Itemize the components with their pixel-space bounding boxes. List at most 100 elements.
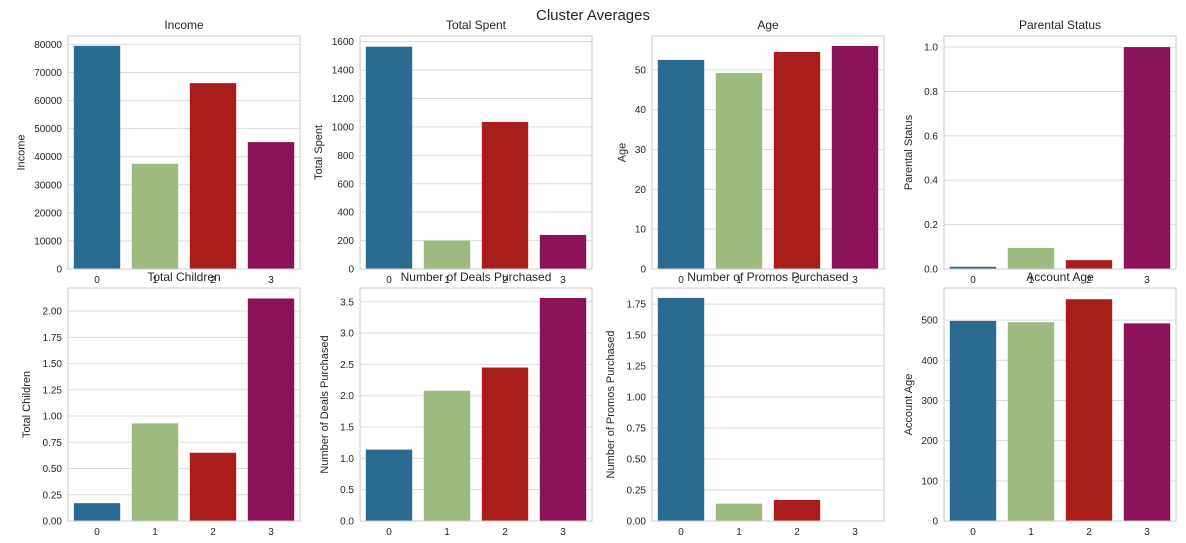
y-tick-label: 0.50 bbox=[627, 455, 647, 466]
bar-cluster-0 bbox=[73, 45, 121, 269]
x-tick-label: 1 bbox=[152, 527, 158, 538]
y-tick-label: 1.50 bbox=[627, 331, 647, 342]
bar-cluster-1 bbox=[131, 423, 179, 521]
x-tick-label: 0 bbox=[94, 527, 100, 538]
bar-cluster-3 bbox=[539, 298, 587, 521]
x-tick-label: 1 bbox=[1028, 275, 1034, 286]
y-tick-label: 1.0 bbox=[924, 43, 938, 54]
x-tick-label: 3 bbox=[1144, 275, 1150, 286]
x-tick-label: 3 bbox=[268, 527, 274, 538]
y-tick-label: 0.50 bbox=[43, 464, 63, 475]
x-tick-label: 3 bbox=[268, 275, 274, 286]
x-tick-label: 2 bbox=[210, 275, 216, 286]
y-tick-label: 0.2 bbox=[924, 220, 938, 231]
bar-cluster-2 bbox=[481, 121, 529, 269]
y-axis-label: Account Age bbox=[903, 374, 915, 436]
y-tick-label: 500 bbox=[921, 316, 938, 327]
y-tick-label: 0.6 bbox=[924, 131, 938, 142]
x-tick-label: 2 bbox=[502, 275, 508, 286]
y-tick-label: 1.75 bbox=[627, 300, 647, 311]
y-tick-label: 1.25 bbox=[43, 385, 63, 396]
x-tick-label: 0 bbox=[386, 275, 392, 286]
y-tick-label: 40 bbox=[635, 105, 647, 116]
bar-cluster-2 bbox=[773, 499, 821, 521]
y-axis-label: Number of Promos Purchased bbox=[605, 331, 617, 479]
bar-cluster-0 bbox=[365, 46, 413, 269]
x-tick-label: 0 bbox=[678, 275, 684, 286]
y-tick-label: 1.75 bbox=[43, 333, 63, 344]
bar-cluster-1 bbox=[423, 240, 471, 269]
y-tick-label: 300 bbox=[921, 396, 938, 407]
subplot-2: 0 10 20 30 40 50 0 1 2 3 Age Age bbox=[617, 18, 885, 286]
y-tick-label: 20000 bbox=[34, 208, 62, 219]
y-tick-label: 1000 bbox=[332, 122, 355, 133]
x-tick-label: 3 bbox=[560, 275, 566, 286]
bar-cluster-1 bbox=[715, 73, 763, 270]
subplot-grid: 0100002000030000400005000060000700008000… bbox=[16, 18, 1177, 538]
x-tick-label: 1 bbox=[736, 275, 742, 286]
y-tick-label: 30 bbox=[635, 145, 647, 156]
bar-cluster-0 bbox=[73, 503, 121, 521]
axes-frame bbox=[651, 35, 885, 270]
bar-cluster-0 bbox=[365, 449, 413, 521]
bar-cluster-3 bbox=[247, 142, 295, 269]
subplot-title: Parental Status bbox=[1019, 18, 1101, 32]
x-tick-label: 3 bbox=[852, 275, 858, 286]
bar-cluster-1 bbox=[1007, 247, 1055, 269]
y-tick-label: 400 bbox=[921, 356, 938, 367]
subplot-6: 0.00 0.25 0.50 0.75 1.00 1.25 1.50 1.75 0 1 2 3 Numb… bbox=[605, 270, 885, 538]
subplot-title: Income bbox=[164, 18, 204, 32]
subplot-title: Total Children bbox=[147, 270, 220, 284]
bar-cluster-3 bbox=[247, 298, 295, 521]
axes-frame bbox=[943, 287, 1177, 522]
x-tick-label: 1 bbox=[444, 275, 450, 286]
y-tick-label: 10000 bbox=[34, 236, 62, 247]
y-tick-label: 1.0 bbox=[340, 454, 354, 465]
axes-frame bbox=[359, 35, 593, 270]
y-tick-label: 600 bbox=[337, 179, 354, 190]
axes-frame bbox=[651, 287, 885, 522]
y-tick-label: 20 bbox=[635, 185, 647, 196]
bar-cluster-3 bbox=[1123, 47, 1171, 269]
y-tick-label: 2.00 bbox=[43, 307, 63, 318]
y-tick-label: 0.75 bbox=[43, 438, 63, 449]
x-tick-label: 0 bbox=[970, 527, 976, 538]
y-tick-label: 0.00 bbox=[43, 517, 63, 528]
y-tick-label: 3.0 bbox=[340, 329, 354, 340]
y-tick-label: 0.75 bbox=[627, 424, 647, 435]
x-tick-label: 2 bbox=[502, 527, 508, 538]
subplot-5: 0.0 0.5 1.0 1.5 2.0 2.5 3.0 3.5 0 1 2 3 Number of De… bbox=[319, 270, 593, 538]
bar-cluster-2 bbox=[773, 51, 821, 269]
subplot-title: Account Age bbox=[1026, 270, 1094, 284]
y-axis-label: Parental Status bbox=[903, 114, 915, 190]
bar-cluster-1 bbox=[715, 503, 763, 521]
y-tick-label: 1.00 bbox=[43, 412, 63, 423]
x-tick-label: 1 bbox=[1028, 527, 1034, 538]
y-tick-label: 2.0 bbox=[340, 391, 354, 402]
x-tick-label: 0 bbox=[678, 527, 684, 538]
y-axis-label: Income bbox=[16, 134, 28, 170]
y-tick-label: 50000 bbox=[34, 124, 62, 135]
y-tick-label: 1600 bbox=[332, 37, 355, 48]
y-tick-label: 60000 bbox=[34, 96, 62, 107]
y-tick-label: 200 bbox=[337, 236, 354, 247]
y-tick-label: 0.4 bbox=[924, 176, 938, 187]
bar-cluster-1 bbox=[131, 163, 179, 269]
subplot-title: Age bbox=[757, 18, 779, 32]
y-tick-label: 0 bbox=[348, 265, 354, 276]
y-tick-label: 200 bbox=[921, 436, 938, 447]
bar-cluster-1 bbox=[1007, 322, 1055, 521]
bar-cluster-3 bbox=[539, 234, 587, 269]
bar-cluster-3 bbox=[1123, 323, 1171, 521]
bar-cluster-2 bbox=[189, 452, 237, 521]
bar-cluster-2 bbox=[1065, 260, 1113, 269]
subplot-0: 0 10000 20000 30000 40000 50000 60000 70000 8000… bbox=[16, 18, 301, 286]
y-axis-label: Age bbox=[617, 143, 629, 163]
bar-cluster-0 bbox=[657, 297, 705, 521]
x-tick-label: 0 bbox=[386, 527, 392, 538]
y-tick-label: 30000 bbox=[34, 180, 62, 191]
x-tick-label: 1 bbox=[444, 527, 450, 538]
x-tick-label: 3 bbox=[852, 527, 858, 538]
subplot-1: 0 200 400 600 800 1000 1200 1400 1600 0 1 2 3 Total S… bbox=[313, 18, 593, 286]
x-tick-label: 3 bbox=[1144, 527, 1150, 538]
